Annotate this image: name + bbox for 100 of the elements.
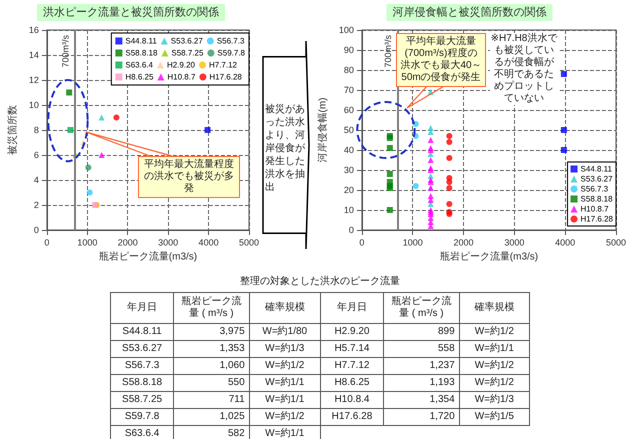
legend-label: H10.8.7 (167, 72, 196, 82)
x-axis-title: 瓶岩ピーク流量(m3/s) (98, 250, 198, 262)
text: S44.8.11 (110, 324, 174, 340)
annotation: ※H7.H8洪水でも被災しているが侵食幅が不明であるためプロットしていない (490, 33, 558, 105)
y-tick-label: 90 (344, 45, 354, 55)
text: 550 (174, 374, 250, 392)
x-tick-label: 2000 (118, 238, 138, 248)
x-tick-label: 5000 (606, 238, 626, 248)
text: 瓶岩ピーク流量 ( m³/s ) (384, 292, 460, 324)
text: 1,237 (384, 358, 460, 374)
legend-label: S58.8.18 (125, 48, 158, 58)
text: W=約1/1 (249, 392, 320, 408)
legend-label: S58.8.18 (580, 194, 614, 204)
text: W=約1/2 (459, 358, 530, 374)
text: 1,354 (384, 392, 460, 408)
y-tick-label: 10 (28, 100, 39, 110)
x-tick-label: 5000 (238, 238, 260, 248)
legend-label: S59.7.8 (217, 48, 246, 58)
text: W=約1/2 (459, 324, 530, 340)
y-tick-label: 20 (344, 185, 354, 195)
text: 3,975 (174, 324, 250, 340)
text: S53.6.27 (110, 340, 174, 358)
text: W=約1/2 (249, 408, 320, 426)
y-tick-label: 30 (344, 165, 354, 175)
text: W=約1/2 (249, 358, 320, 374)
legend-label: H8.6.25 (125, 72, 154, 82)
x-tick-label: 0 (44, 238, 50, 248)
x-tick-label: 1000 (77, 238, 98, 248)
annotation: 平均年最大流量程度の洪水でも被災が多発 (138, 156, 240, 198)
legend-label: S44.8.11 (125, 36, 158, 46)
y-tick-label: 4 (34, 175, 39, 185)
legend-label: S63.6.4 (125, 60, 154, 70)
text: 瓶岩ピーク流量 ( m³/s ) (174, 292, 250, 324)
text: 整理の対象とした洪水のピーク流量 (239, 274, 401, 288)
legend-label: S56.7.3 (580, 184, 609, 194)
text: 899 (384, 324, 460, 340)
text: 確率規模 (459, 292, 530, 324)
x-axis-title: 瓶岩ピーク流量(m3/s) (440, 250, 538, 262)
text: W=約1/1 (249, 374, 320, 392)
legend-label: H17.6.28 (580, 214, 614, 224)
text: 年月日 (320, 292, 384, 324)
legend-label: H17.6.28 (209, 72, 242, 82)
text: H2.9.20 (320, 324, 384, 340)
legend-label: S44.8.11 (580, 164, 613, 174)
text: H10.8.4 (320, 392, 384, 408)
legend-label: S53.6.27 (580, 174, 614, 184)
y-tick-label: 100 (338, 25, 354, 35)
text: 1,720 (384, 408, 460, 426)
legend-label: H10.8.7 (580, 204, 610, 214)
y-tick-label: 10 (344, 205, 354, 215)
chart-title: 河岸侵食幅と被災箇所数の関係 (392, 6, 546, 18)
y-tick-label: 80 (344, 65, 354, 75)
y-tick-label: 0 (348, 225, 354, 235)
ref-line-label: 700m³/s (60, 34, 71, 68)
text: H7.7.12 (320, 358, 384, 374)
text: W=約1/1 (459, 340, 530, 358)
legend-label: H7.7.12 (208, 60, 238, 70)
text: S56.7.3 (110, 358, 174, 374)
y-axis-title: 被災箇所数 (6, 105, 18, 155)
text: S63.6.4 (110, 426, 174, 439)
text: S58.7.25 (110, 392, 174, 408)
text: 582 (174, 426, 250, 439)
text: 年月日 (110, 292, 174, 324)
text: W=約1/3 (459, 392, 530, 408)
y-tick-label: 16 (28, 25, 39, 35)
text: 558 (384, 340, 460, 358)
legend-label: S56.7.3 (216, 36, 245, 46)
y-tick-label: 12 (28, 75, 39, 85)
text: 確率規模 (249, 292, 320, 324)
y-tick-label: 0 (34, 225, 39, 235)
x-tick-label: 4000 (198, 238, 219, 248)
text: 1,353 (174, 340, 250, 358)
x-tick-label: 0 (359, 238, 364, 248)
y-tick-label: 40 (344, 145, 354, 155)
x-tick-label: 3000 (158, 238, 178, 248)
text: S59.7.8 (110, 408, 174, 426)
legend-label: S53.6.27 (170, 36, 204, 46)
x-tick-label: 2000 (454, 238, 474, 248)
y-tick-label: 60 (344, 105, 354, 115)
y-axis-title: 河岸侵食幅(m) (316, 98, 328, 162)
text: H17.6.28 (320, 408, 384, 426)
legend-label: H2.9.20 (166, 60, 196, 70)
text: W=約1/3 (249, 340, 320, 358)
chart-title: 洪水ピーク流量と被災箇所数の関係 (43, 6, 219, 18)
text: S58.8.18 (110, 374, 174, 392)
text: W=約1/1 (249, 426, 320, 439)
annotation: 平均年最大流量(700m³/s)程度の洪水でも最大40～50mの侵食が発生 (396, 33, 486, 87)
y-tick-label: 50 (344, 125, 354, 135)
y-tick-label: 70 (344, 85, 354, 95)
x-tick-label: 3000 (504, 238, 524, 248)
legend-label: S58.7.25 (171, 48, 204, 58)
text: 1,060 (174, 358, 250, 374)
text: 711 (174, 392, 250, 408)
text: H8.6.25 (320, 374, 384, 392)
ref-line-label: 700m³/s (382, 34, 393, 68)
text: 1,025 (174, 408, 250, 426)
y-tick-label: 2 (34, 200, 39, 210)
text: 1,193 (384, 374, 460, 392)
text: W=約1/5 (459, 408, 530, 426)
text: H5.7.14 (320, 340, 384, 358)
